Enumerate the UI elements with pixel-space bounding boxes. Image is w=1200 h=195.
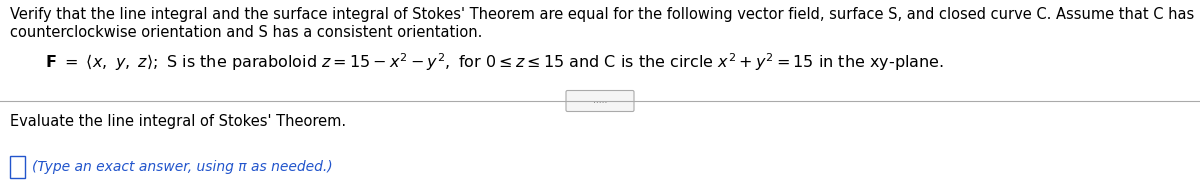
Text: Evaluate the line integral of Stokes' Theorem.: Evaluate the line integral of Stokes' Th… [10, 114, 346, 129]
FancyBboxPatch shape [10, 155, 25, 177]
Text: .....: ..... [593, 97, 607, 105]
Text: counterclockwise orientation and S has a consistent orientation.: counterclockwise orientation and S has a… [10, 25, 482, 40]
Text: $\mathbf{F}$$\mathit{\ =\ \langle x,\ y,\ z\rangle}$$\mathrm{;\ S\ is\ the\ para: $\mathbf{F}$$\mathit{\ =\ \langle x,\ y,… [46, 51, 944, 73]
Text: Verify that the line integral and the surface integral of Stokes' Theorem are eq: Verify that the line integral and the su… [10, 7, 1194, 22]
FancyBboxPatch shape [566, 90, 634, 112]
Text: (Type an exact answer, using π as needed.): (Type an exact answer, using π as needed… [32, 160, 332, 174]
